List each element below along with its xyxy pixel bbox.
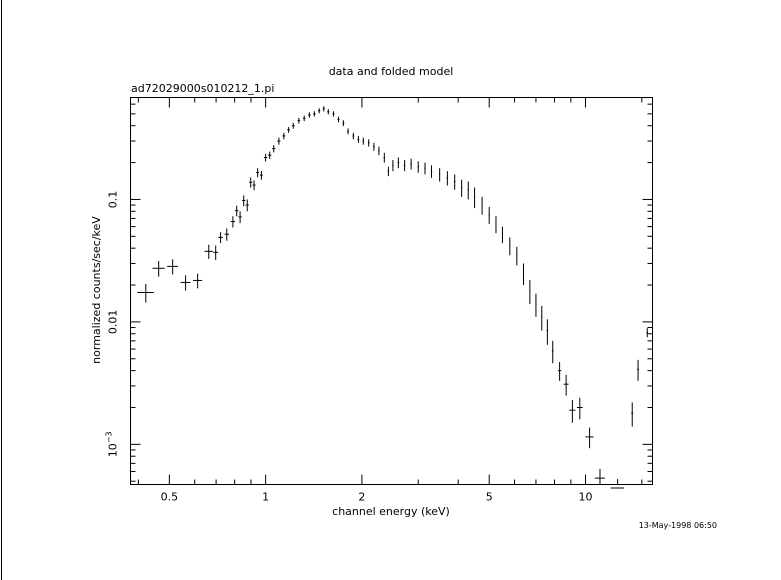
chart-title: data and folded model xyxy=(329,65,454,78)
x-tick-label: 0.5 xyxy=(161,491,179,504)
x-axis-label: channel energy (keV) xyxy=(332,505,450,518)
y-tick-label: 0.1 xyxy=(107,191,120,209)
y-tick-label-exponent: −3 xyxy=(105,431,114,443)
y-tick-label-base: 0.1 xyxy=(107,191,120,209)
x-tick-label: 1 xyxy=(262,491,269,504)
y-tick-label-base: 0.01 xyxy=(107,310,120,335)
x-tick-label: 2 xyxy=(358,491,365,504)
y-tick-label-base: 10 xyxy=(107,443,120,457)
y-tick-label-group: 0.1 xyxy=(107,191,120,209)
y-axis-label: normalized counts/sec/keV xyxy=(90,216,103,364)
x-tick-label: 10 xyxy=(578,491,592,504)
y-tick-label-group: 10−3 xyxy=(105,431,120,457)
y-tick-label: 0.01 xyxy=(107,310,120,335)
plot-frame xyxy=(130,97,653,485)
timestamp: 13-May-1998 06:50 xyxy=(639,521,717,530)
x-tick-label: 5 xyxy=(486,491,493,504)
chart-subtitle: ad72029000s010212_1.pi xyxy=(131,82,274,95)
y-tick-label: 10−3 xyxy=(105,431,120,457)
y-tick-label-group: 0.01 xyxy=(107,310,120,335)
